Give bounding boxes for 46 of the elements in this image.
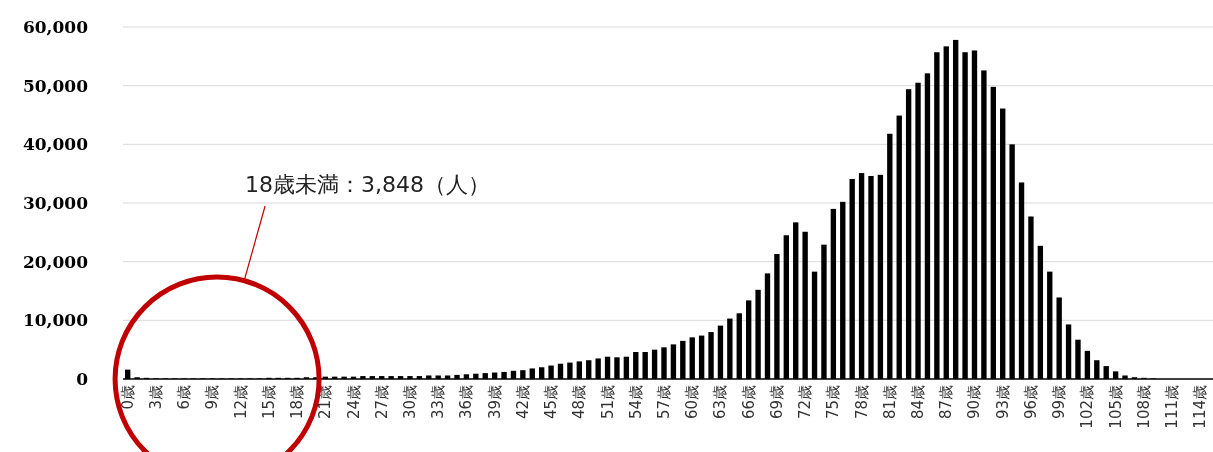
x-tick-label: 57歳 (655, 385, 673, 420)
y-tick-label: 20,000 (22, 251, 89, 272)
x-tick-label: 33歳 (429, 385, 448, 420)
x-tick-label: 15歳 (259, 385, 278, 420)
x-tick-label: 24歳 (344, 385, 363, 420)
x-tick-label: 99歳 (1050, 385, 1069, 420)
x-tick-label: 96歳 (1021, 385, 1040, 420)
x-tick-label: 18歳 (288, 385, 307, 420)
x-tick-label: 6歳 (175, 385, 194, 410)
x-tick-label: 42歳 (513, 385, 532, 420)
x-tick-label: 9歳 (203, 385, 222, 410)
x-tick-label: 105歳 (1106, 385, 1125, 429)
x-tick-label: 48歳 (570, 385, 589, 420)
x-tick-label: 36歳 (457, 385, 476, 420)
x-tick-label: 39歳 (485, 385, 504, 420)
x-tick-label: 63歳 (711, 385, 730, 420)
x-tick-label: 27歳 (372, 385, 391, 420)
y-tick-label: 40,000 (22, 134, 89, 155)
x-tick-label: 75歳 (824, 385, 843, 420)
x-tick-label: 60歳 (683, 385, 702, 420)
y-tick-label: 50,000 (22, 75, 89, 96)
x-tick-label: 3歳 (146, 385, 165, 410)
x-tick-label: 30歳 (400, 385, 419, 420)
annotation: 18歳未満：3,848（人） (245, 172, 491, 197)
x-tick-label: 111歳 (1163, 385, 1182, 429)
x-tick-label: 102歳 (1078, 385, 1097, 429)
x-tick-label: 81歳 (880, 385, 899, 420)
x-tick-label: 0歳 (118, 385, 137, 410)
y-tick-label: 60,000 (22, 17, 89, 37)
x-tick-label: 114歳 (1191, 385, 1210, 429)
y-tick-label: 30,000 (22, 193, 89, 213)
x-tick-label: 51歳 (598, 385, 617, 420)
x-tick-label: 45歳 (542, 385, 561, 420)
x-tick-label: 69歳 (767, 385, 786, 420)
x-tick-label: 54歳 (626, 385, 645, 420)
x-tick-label: 87歳 (937, 385, 956, 420)
y-tick-label: 0 (76, 369, 89, 389)
x-tick-label: 90歳 (965, 385, 984, 420)
x-tick-label: 108歳 (1134, 385, 1153, 429)
x-tick-label: 66歳 (739, 385, 758, 420)
y-tick-label: 10,000 (22, 310, 89, 331)
x-tick-label: 12歳 (231, 385, 250, 420)
x-tick-label: 84歳 (909, 385, 928, 420)
x-tick-label: 78歳 (852, 385, 871, 420)
x-tick-label: 72歳 (796, 385, 815, 420)
x-tick-label: 93歳 (993, 385, 1012, 420)
